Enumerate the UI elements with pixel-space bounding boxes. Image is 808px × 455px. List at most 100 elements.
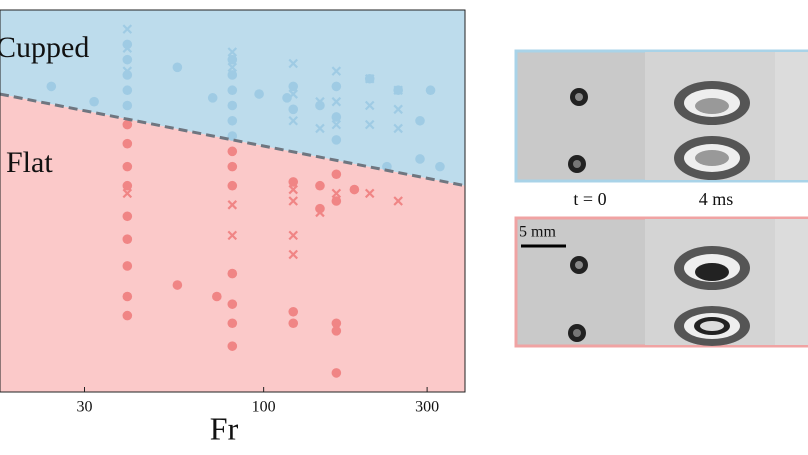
point-cross xyxy=(288,58,299,69)
x-axis-label: Fr xyxy=(210,410,239,446)
point xyxy=(382,161,392,172)
point-cross xyxy=(315,96,325,107)
point-cross xyxy=(331,96,342,107)
point xyxy=(46,81,57,92)
boundary-line xyxy=(0,92,466,188)
point xyxy=(227,131,238,141)
x-tick-label: 300 xyxy=(415,399,439,416)
point-cross xyxy=(331,119,342,130)
point-cross xyxy=(393,196,403,206)
point xyxy=(122,291,133,302)
point-cross xyxy=(364,119,375,130)
point xyxy=(425,85,436,96)
point xyxy=(122,234,133,244)
photo-panel-flat: 5 mm xyxy=(514,216,808,348)
point xyxy=(227,115,238,126)
point-cross xyxy=(227,47,238,57)
point xyxy=(122,54,133,65)
point xyxy=(331,318,342,329)
point xyxy=(89,96,99,107)
point-cross xyxy=(331,188,342,199)
point-cross xyxy=(288,249,299,260)
point xyxy=(288,104,299,115)
point xyxy=(331,169,342,180)
x-tick-label: 100 xyxy=(252,399,276,416)
point xyxy=(331,326,342,336)
point xyxy=(288,318,299,329)
point xyxy=(122,211,133,222)
point xyxy=(172,62,183,73)
photo-panel-cupped xyxy=(514,49,808,183)
point xyxy=(227,161,238,172)
point-cross xyxy=(288,116,299,126)
point xyxy=(122,261,133,271)
point xyxy=(315,180,325,191)
point-cross xyxy=(393,123,403,134)
x-tick-label: 30 xyxy=(77,399,93,416)
point xyxy=(122,138,133,149)
point xyxy=(349,184,360,195)
point xyxy=(122,180,133,191)
point xyxy=(331,112,342,122)
point-cross xyxy=(331,66,342,76)
time-label: t = 0 xyxy=(573,189,606,209)
point xyxy=(415,154,425,164)
point xyxy=(331,135,342,145)
point xyxy=(207,93,218,103)
point xyxy=(288,306,299,317)
point xyxy=(288,81,299,92)
point-cross xyxy=(122,43,133,53)
point xyxy=(227,100,238,111)
point xyxy=(227,318,238,329)
point xyxy=(331,368,342,378)
point xyxy=(227,146,238,157)
region-cupped xyxy=(0,10,465,186)
scale-label: 5 mm xyxy=(519,224,556,241)
point xyxy=(415,115,425,126)
point xyxy=(331,81,342,92)
point xyxy=(227,299,238,309)
point-cross xyxy=(122,66,133,76)
point xyxy=(227,70,238,80)
point-cross xyxy=(364,73,375,84)
point-cross xyxy=(227,230,238,241)
point-cross xyxy=(288,196,299,206)
point xyxy=(435,161,445,172)
point xyxy=(122,310,133,321)
point-cross xyxy=(122,188,133,199)
point xyxy=(331,196,342,206)
point-cross xyxy=(315,207,325,218)
point xyxy=(282,93,292,103)
point-cross xyxy=(288,184,299,195)
point xyxy=(122,119,133,130)
point-cross xyxy=(122,24,133,34)
point-cross xyxy=(288,230,299,241)
point xyxy=(227,341,238,351)
point xyxy=(122,161,133,172)
point xyxy=(212,291,222,302)
point-cross xyxy=(288,89,299,99)
point xyxy=(227,85,238,96)
point xyxy=(172,280,183,290)
point xyxy=(122,100,133,111)
region-label: Cupped xyxy=(0,31,89,64)
point xyxy=(122,85,133,96)
plot-frame xyxy=(0,9,466,393)
point-cross xyxy=(393,85,403,95)
point-cross xyxy=(364,188,375,199)
point-cross xyxy=(315,123,325,134)
point-cross xyxy=(227,62,238,73)
point xyxy=(254,89,264,99)
point-cross xyxy=(364,100,375,111)
point-cross xyxy=(227,200,238,210)
plot: 30 100 300 Fr Cupped Flat xyxy=(0,9,466,446)
region-flat xyxy=(0,94,465,392)
point xyxy=(288,177,299,187)
region-label: Flat xyxy=(6,146,53,179)
point xyxy=(227,268,238,279)
point xyxy=(227,54,238,65)
time-label: 4 ms xyxy=(699,189,734,209)
point-cross xyxy=(393,104,403,115)
point xyxy=(227,180,238,191)
